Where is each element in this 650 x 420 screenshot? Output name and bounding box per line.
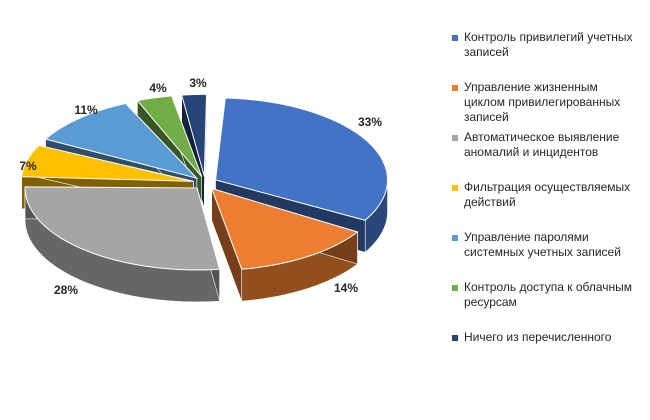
legend-item: Управление паролями системных учетных зап…	[452, 230, 647, 280]
data-label-2: 28%	[54, 283, 78, 297]
legend-label: Управление паролями системных учетных зап…	[464, 230, 621, 259]
legend-swatch	[452, 185, 458, 191]
slice-top-0	[214, 97, 389, 221]
data-label-0: 33%	[358, 115, 382, 129]
data-labels: 33% 14% 28% 7% 11% 4% 3%	[19, 76, 382, 297]
legend: Контроль привилегий учетных записей Управл…	[452, 30, 647, 360]
legend-label: Контроль привилегий учетных записей	[464, 30, 633, 59]
pie-tops	[21, 93, 389, 271]
pie-chart: 33% 14% 28% 7% 11% 4% 3%	[19, 76, 389, 303]
legend-item: Автоматическое выявление аномалий и инцид…	[452, 130, 647, 180]
slice-top-4	[44, 102, 199, 180]
legend-swatch	[452, 35, 458, 41]
legend-item: Контроль привилегий учетных записей	[452, 30, 647, 80]
legend-item: Фильтрация осуществляемых действий	[452, 180, 647, 230]
data-label-5: 4%	[149, 81, 167, 95]
legend-label: Фильтрация осуществляемых действий	[464, 180, 631, 209]
data-label-3: 7%	[19, 159, 37, 173]
legend-label: Автоматическое выявление аномалий и инцид…	[464, 130, 620, 159]
data-label-4: 11%	[74, 103, 98, 117]
slice-top-2	[24, 186, 221, 271]
legend-swatch	[452, 235, 458, 241]
legend-label: Управление жизненным циклом привилегирова…	[464, 80, 621, 124]
legend-item: Управление жизненным циклом привилегирова…	[452, 80, 647, 130]
legend-item: Ничего из перечисленного	[452, 330, 647, 360]
data-label-1: 14%	[334, 281, 358, 295]
slice-top-6	[181, 93, 208, 177]
slice-top-5	[136, 95, 203, 177]
legend-label: Контроль доступа к облачным ресурсам	[464, 280, 633, 309]
slice-top-3	[21, 144, 194, 182]
slice-top-1	[210, 187, 359, 270]
legend-swatch	[452, 285, 458, 291]
legend-swatch	[452, 135, 458, 141]
data-label-6: 3%	[189, 76, 207, 90]
legend-item: Контроль доступа к облачным ресурсам	[452, 280, 647, 330]
legend-swatch	[452, 85, 458, 91]
legend-label: Ничего из перечисленного	[464, 330, 612, 344]
pie-chart-area: 33% 14% 28% 7% 11% 4% 3%	[19, 76, 389, 303]
legend-swatch	[452, 335, 458, 341]
